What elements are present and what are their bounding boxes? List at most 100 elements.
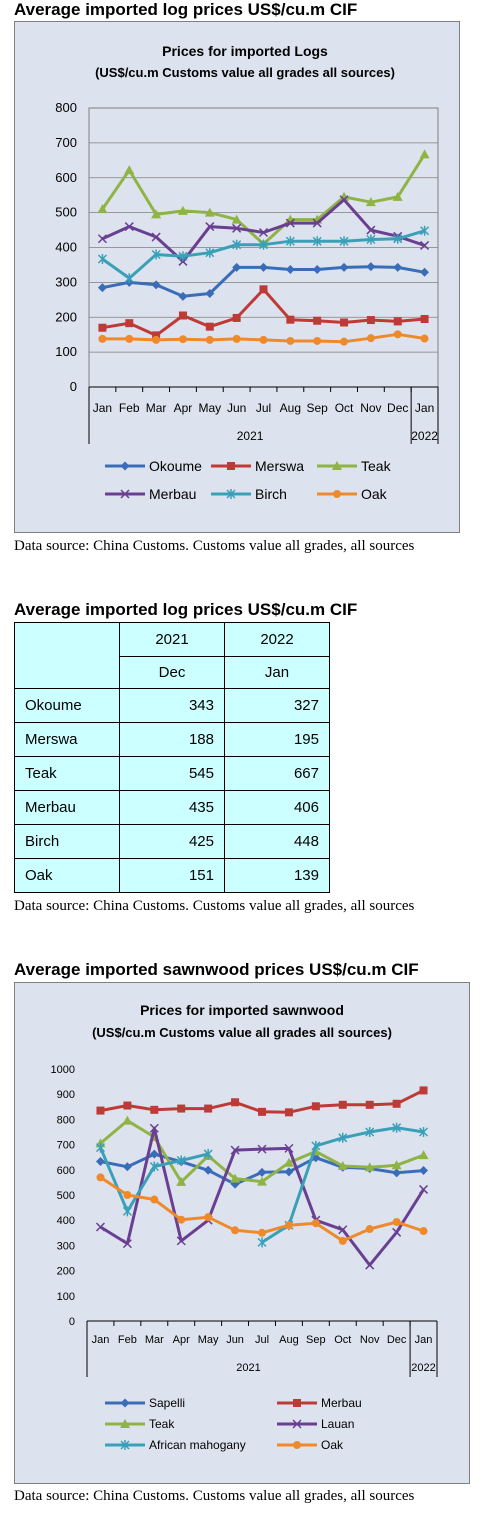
data-point — [258, 239, 269, 250]
row-label: Merbau — [14, 790, 120, 825]
legend-item: Merbau — [277, 1396, 362, 1410]
y-tick-label: 100 — [55, 344, 77, 359]
data-point — [337, 1161, 348, 1171]
column-year: 2022 — [224, 622, 330, 657]
legend-swatch — [211, 489, 251, 499]
x-tick-label: Mar — [145, 1334, 164, 1346]
x-tick-label: Aug — [280, 401, 301, 415]
x-tick-label: Nov — [360, 401, 381, 415]
y-tick-label: 900 — [57, 1089, 75, 1101]
data-point — [232, 334, 241, 343]
data-point — [393, 317, 402, 326]
data-point — [123, 1191, 132, 1199]
legend-marker — [120, 489, 130, 499]
data-point — [340, 337, 349, 346]
data-point — [125, 319, 134, 328]
table-corner-cell — [14, 622, 120, 689]
data-point — [285, 236, 295, 247]
data-point — [339, 262, 349, 272]
data-point — [123, 1101, 132, 1110]
y-tick-label: 0 — [70, 379, 77, 394]
legend-label: African mahogany — [149, 1438, 246, 1452]
data-point — [338, 1132, 348, 1143]
data-point — [420, 314, 429, 323]
log-prices-chart-panel: Prices for imported Logs (US$/cu.m Custom… — [14, 21, 460, 533]
data-point — [311, 1102, 320, 1111]
cell-value: 327 — [224, 688, 330, 723]
data-point — [366, 334, 375, 343]
data-point — [392, 1099, 401, 1108]
data-point — [152, 335, 161, 344]
cell-value: 448 — [224, 824, 330, 859]
data-point — [420, 267, 430, 277]
data-point — [232, 223, 242, 233]
data-point — [420, 240, 430, 250]
legend-item: Teak — [105, 1417, 174, 1431]
chart-title: Prices for imported Logs — [162, 43, 328, 59]
series-oak — [98, 330, 429, 346]
data-point — [366, 262, 376, 272]
log-prices-table: 2021 2022 Dec Jan Okoume 343 327 Merswa … — [14, 622, 330, 893]
x-tick-label: Apr — [174, 401, 193, 415]
legend-swatch — [277, 1419, 317, 1429]
data-point — [286, 315, 295, 324]
legend-marker — [226, 489, 236, 499]
legend-item: African mahogany — [105, 1438, 246, 1452]
section-3-source: Data source: China Customs. Customs valu… — [14, 1488, 415, 1504]
series-lauan — [95, 1123, 429, 1270]
data-point — [232, 313, 241, 322]
data-point — [95, 1142, 105, 1153]
column-year: 2021 — [119, 622, 225, 657]
legend-label: Teak — [361, 458, 391, 474]
y-tick-label: 600 — [57, 1165, 75, 1177]
x-tick-label: Jan — [92, 1334, 110, 1346]
data-point — [178, 311, 187, 320]
data-point — [259, 335, 268, 344]
cell-value: 139 — [224, 858, 330, 893]
data-point — [313, 336, 322, 345]
data-point — [366, 225, 376, 235]
data-point — [366, 316, 375, 325]
x-tick-label: Aug — [279, 1334, 299, 1346]
x-tick-label: May — [198, 1334, 219, 1346]
cell-value: 188 — [119, 722, 225, 757]
data-point — [150, 1105, 159, 1114]
x-tick-label: Mar — [146, 401, 167, 415]
series-merbau — [96, 1086, 428, 1117]
data-point — [95, 1222, 105, 1232]
data-point — [97, 283, 107, 293]
cell-value: 406 — [224, 790, 330, 825]
data-point — [419, 1166, 429, 1176]
data-point — [259, 262, 268, 272]
data-point — [419, 1127, 429, 1137]
data-point — [231, 1226, 240, 1235]
data-point — [97, 254, 107, 265]
x-tick-label: Sep — [306, 1334, 326, 1346]
data-point — [312, 218, 322, 228]
x-tick-label: Nov — [360, 1334, 380, 1346]
data-point — [340, 318, 349, 327]
data-point — [257, 1176, 267, 1186]
data-point — [392, 1217, 401, 1226]
data-point — [204, 207, 215, 217]
legend-item: Teak — [317, 458, 391, 474]
row-label: Merswa — [14, 722, 120, 757]
chart-subtitle: (US$/cu.m Customs value all grades all s… — [95, 65, 395, 80]
legend-swatch — [105, 1419, 145, 1428]
section-1-title: Average imported log prices US$/cu.m CIF — [14, 0, 358, 19]
year-label: 2021 — [236, 1362, 260, 1374]
data-point — [284, 1167, 294, 1177]
data-point — [393, 233, 403, 244]
data-point — [364, 1162, 375, 1172]
data-point — [313, 316, 322, 325]
y-tick-label: 1000 — [51, 1064, 75, 1076]
legend-marker — [120, 1440, 130, 1450]
chart-title: Prices for imported sawnwood — [140, 1002, 344, 1018]
y-tick-label: 400 — [57, 1215, 75, 1227]
data-point — [230, 1145, 240, 1155]
data-point — [203, 1148, 213, 1159]
data-point — [149, 1149, 159, 1159]
data-point — [205, 247, 215, 258]
legend-swatch — [105, 1398, 145, 1408]
y-tick-label: 700 — [55, 135, 77, 150]
